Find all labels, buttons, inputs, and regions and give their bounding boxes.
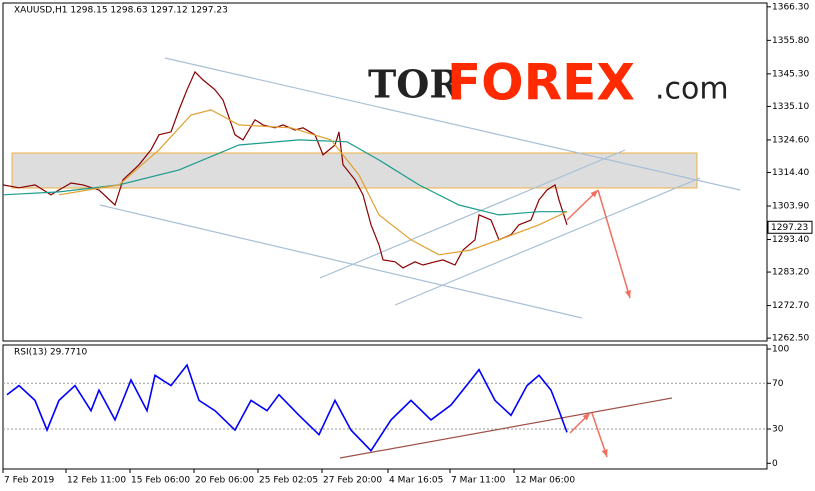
trend-line (394, 177, 701, 306)
y-tick-label: 30 (772, 425, 784, 435)
series-line (6, 363, 568, 452)
rsi-trend-line (339, 397, 673, 459)
x-tick-label: 27 Feb 20:00 (323, 476, 382, 486)
forecast-arrow (597, 189, 631, 299)
last-price-box (767, 220, 813, 234)
arrow-head (601, 449, 608, 457)
forecast-arrow (591, 412, 608, 458)
y-tick-label: 100 (772, 345, 789, 355)
series-line (58, 109, 568, 256)
y-tick-label: 1272.70 (772, 301, 809, 311)
y-tick-label: 1314.40 (772, 168, 809, 178)
trend-line (99, 204, 583, 319)
arrow-head (624, 290, 631, 298)
x-tick-label: 12 Mar 06:00 (515, 476, 575, 486)
x-tick-label: 15 Feb 06:00 (131, 476, 190, 486)
logo-tor: TOR (368, 62, 461, 107)
arrow-head (590, 190, 598, 198)
y-tick-label: 70 (772, 379, 784, 389)
y-tick-label: 1303.90 (772, 201, 809, 211)
watermark: TOR FOREX .com (368, 54, 729, 112)
x-tick-label: 7 Feb 2019 (4, 476, 55, 486)
series-line (2, 70, 568, 269)
y-tick-label: 1324.60 (772, 135, 809, 145)
trend-line (164, 57, 741, 191)
y-tick-label: 1366.30 (772, 2, 809, 12)
x-tick-label: 7 Mar 11:00 (451, 476, 506, 486)
y-tick-label: 1262.50 (772, 334, 809, 344)
y-tick-label: 0 (772, 459, 778, 469)
logo-com: .com (655, 72, 729, 107)
y-tick-label: 1355.80 (772, 36, 809, 46)
y-tick-label: 1283.20 (772, 268, 809, 278)
last-price-label: 1297.23 (771, 223, 808, 233)
y-tick-label: 1335.10 (772, 102, 809, 112)
logo-forex: FOREX (447, 54, 635, 112)
chart-title: XAUUSD,H1 1298.15 1298.63 1297.12 1297.2… (14, 6, 228, 16)
y-tick-label: 1345.30 (772, 69, 809, 79)
y-tick-label: 1293.40 (772, 235, 809, 245)
x-tick-label: 12 Feb 11:00 (67, 476, 126, 486)
rsi-title: RSI(13) 29.7710 (14, 348, 87, 358)
arrow-head (582, 413, 590, 421)
x-tick-label: 20 Feb 06:00 (195, 476, 254, 486)
zone (11, 152, 698, 189)
x-tick-label: 4 Mar 16:05 (389, 476, 443, 486)
plot-frame (2, 344, 768, 470)
x-tick-label: 25 Feb 02:05 (259, 476, 318, 486)
trend-line (319, 149, 626, 279)
